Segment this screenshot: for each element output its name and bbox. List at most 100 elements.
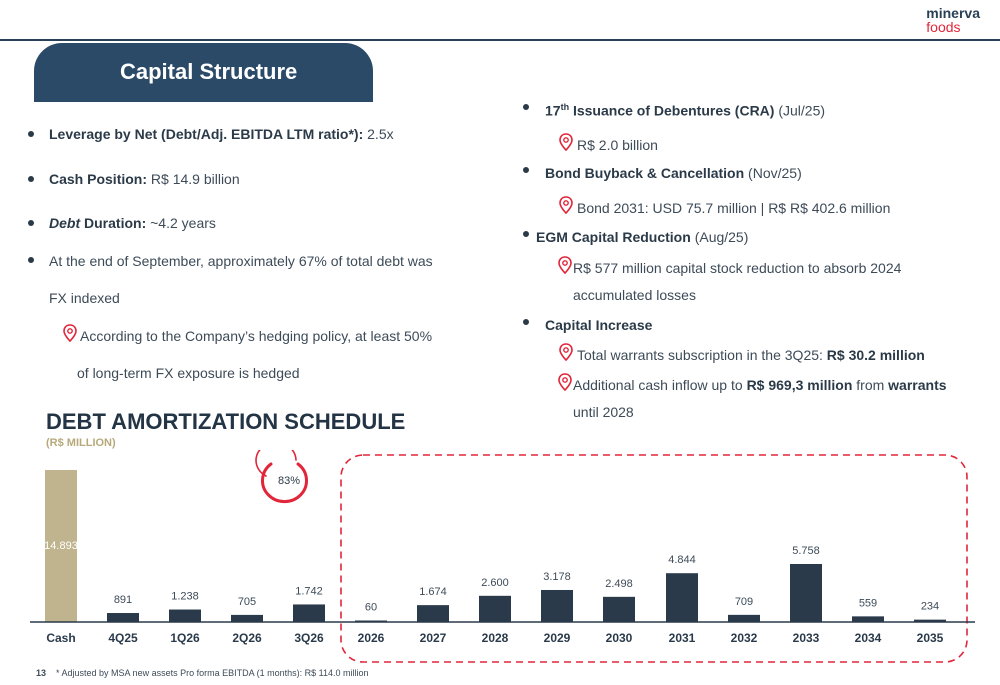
footnote-text: * Adjusted by MSA new assets Pro forma E… bbox=[56, 668, 369, 678]
bullet-dot bbox=[523, 231, 529, 237]
issuance-suffix: th bbox=[560, 102, 570, 112]
buyback-date: (Nov/25) bbox=[748, 165, 802, 181]
value-label: 1.674 bbox=[419, 586, 447, 598]
inflow-mid: from bbox=[856, 377, 885, 393]
category-label: 2034 bbox=[855, 631, 882, 645]
value-label: 3.178 bbox=[543, 571, 571, 583]
title-banner: Capital Structure bbox=[34, 43, 373, 102]
bullet-buyback: Bond Buyback & Cancellation (Nov/25) bbox=[545, 165, 802, 181]
value-label: 5.758 bbox=[792, 545, 820, 557]
fx-line1: At the end of September, approximately 6… bbox=[49, 253, 433, 269]
warrants-value: R$ 30.2 million bbox=[826, 347, 925, 363]
cash-label: Cash Position: bbox=[49, 171, 148, 187]
location-pin-icon bbox=[558, 256, 572, 274]
category-label: 2031 bbox=[669, 631, 696, 645]
bar-3q26 bbox=[293, 604, 325, 622]
inflow-pre: Additional cash inflow up to bbox=[573, 377, 743, 393]
location-pin-icon bbox=[559, 196, 573, 214]
leverage-value: 2.5x bbox=[367, 126, 394, 142]
warrants-text: Total warrants subscription in the 3Q25: bbox=[577, 347, 823, 363]
buyback-detail: Bond 2031: USD 75.7 million | R$ R$ 402.… bbox=[577, 200, 891, 216]
value-label: 14.893 bbox=[44, 540, 78, 552]
category-label: 2029 bbox=[544, 631, 571, 645]
bullet-duration: Debt Duration: ~4.2 years bbox=[49, 215, 216, 231]
bar-1q26 bbox=[169, 609, 201, 622]
value-label: 4.844 bbox=[668, 554, 696, 566]
category-label: 2026 bbox=[358, 631, 385, 645]
value-label: 1.238 bbox=[171, 591, 199, 603]
bar-2033 bbox=[790, 564, 822, 622]
bullet-cash: Cash Position: R$ 14.9 billion bbox=[49, 171, 240, 187]
minerva-logo: minerva foods bbox=[926, 6, 980, 34]
bullet-egm: EGM Capital Reduction (Aug/25) bbox=[536, 229, 748, 245]
location-pin-icon bbox=[558, 373, 572, 391]
category-label: 4Q25 bbox=[108, 631, 138, 645]
bar-2032 bbox=[728, 614, 760, 622]
category-label: 2028 bbox=[482, 631, 509, 645]
page-number: 13 bbox=[36, 668, 47, 678]
category-label: 2035 bbox=[917, 631, 944, 645]
logo-line2: foods bbox=[926, 19, 961, 35]
location-pin-icon bbox=[559, 343, 573, 361]
chart-subtitle: (R$ MILLION) bbox=[46, 437, 116, 449]
debt-amortization-chart: 83% 14.893 Cash 891 4Q25 1.238 1Q26 705 2Q26 1.7… bbox=[30, 450, 975, 663]
issuance-label: Issuance of Debentures (CRA) bbox=[572, 102, 775, 119]
bar-cash bbox=[45, 470, 77, 622]
category-label: 2032 bbox=[731, 631, 758, 645]
buyback-label: Bond Buyback & Cancellation bbox=[545, 165, 745, 181]
category-label: 2030 bbox=[606, 631, 633, 645]
egm-label: EGM Capital Reduction bbox=[536, 229, 691, 245]
page-title: Capital Structure bbox=[120, 59, 298, 84]
capital-label: Capital Increase bbox=[545, 317, 653, 333]
location-pin-icon bbox=[63, 324, 77, 342]
bullet-dot bbox=[28, 131, 34, 137]
bar-2027 bbox=[417, 605, 449, 622]
bullet-issuance: 17th Issuance of Debentures (CRA) (Jul/2… bbox=[545, 102, 825, 119]
bar-2035 bbox=[914, 619, 946, 622]
bar-2028 bbox=[479, 595, 511, 622]
cash-value: R$ 14.9 billion bbox=[150, 171, 240, 187]
inflow-line2: until 2028 bbox=[573, 404, 634, 420]
inflow-line1: Additional cash inflow up to R$ 969,3 mi… bbox=[573, 377, 947, 393]
value-label: 705 bbox=[238, 596, 256, 608]
bar-2q26 bbox=[231, 614, 263, 622]
percent-label: 83% bbox=[278, 475, 300, 487]
bullet-dot bbox=[523, 167, 529, 173]
hedge-line2: of long-term FX exposure is hedged bbox=[77, 365, 300, 381]
bullet-leverage: Leverage by Net (Debt/Adj. EBITDA LTM ra… bbox=[49, 126, 394, 142]
logo-line1: minerva bbox=[926, 5, 980, 21]
egm-detail-line1: R$ 577 million capital stock reduction t… bbox=[573, 260, 902, 276]
value-label: 60 bbox=[365, 602, 377, 614]
fx-line2: FX indexed bbox=[49, 290, 120, 306]
category-label: 2033 bbox=[793, 631, 820, 645]
bar-2034 bbox=[852, 616, 884, 622]
value-label: 709 bbox=[735, 596, 753, 608]
leverage-label: Leverage by Net (Debt/Adj. EBITDA LTM ra… bbox=[49, 126, 364, 142]
warrants-line: Total warrants subscription in the 3Q25:… bbox=[577, 347, 925, 363]
inflow-bold: warrants bbox=[888, 377, 947, 393]
issuance-detail: R$ 2.0 billion bbox=[577, 137, 658, 153]
bullet-dot bbox=[28, 220, 34, 226]
highlight-dashed-box bbox=[340, 454, 968, 663]
bullet-dot bbox=[523, 319, 529, 325]
category-label: 2027 bbox=[420, 631, 447, 645]
egm-detail-line2: accumulated losses bbox=[573, 287, 696, 303]
issuance-date: (Jul/25) bbox=[778, 102, 826, 119]
category-label: Cash bbox=[46, 631, 75, 645]
percent-annotation: 83% bbox=[255, 450, 308, 504]
location-pin-icon bbox=[559, 133, 573, 151]
value-label: 1.742 bbox=[295, 585, 323, 597]
bar-2029 bbox=[541, 589, 573, 622]
chart-title: DEBT AMORTIZATION SCHEDULE bbox=[46, 409, 406, 434]
footnote: 13 * Adjusted by MSA new assets Pro forma… bbox=[36, 668, 368, 678]
issuance-number: 17 bbox=[545, 102, 561, 119]
duration-label: Duration: bbox=[84, 215, 147, 231]
category-label: 3Q26 bbox=[294, 631, 324, 645]
value-label: 2.498 bbox=[605, 578, 633, 590]
value-label: 891 bbox=[114, 594, 132, 606]
hedge-line1: According to the Company’s hedging polic… bbox=[80, 328, 433, 344]
value-label: 2.600 bbox=[481, 577, 509, 589]
bullet-dot bbox=[28, 176, 34, 182]
duration-label-italic: Debt bbox=[49, 215, 81, 231]
bar-2030 bbox=[603, 596, 635, 622]
